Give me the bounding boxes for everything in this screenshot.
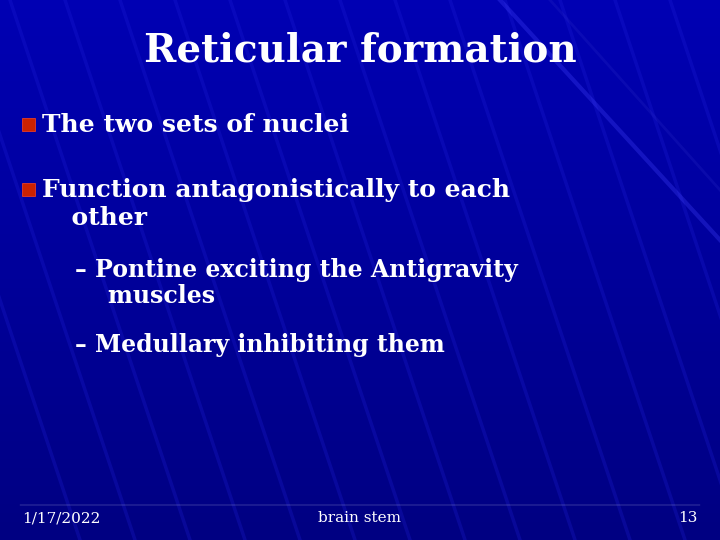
Bar	[0, 405, 720, 414]
Text: – Medullary inhibiting them: – Medullary inhibiting them	[75, 333, 445, 357]
Bar	[0, 459, 720, 468]
Bar	[0, 414, 720, 423]
Bar	[0, 360, 720, 369]
Text: – Pontine exciting the Antigravity: – Pontine exciting the Antigravity	[75, 258, 518, 282]
Bar	[0, 45, 720, 54]
Bar	[0, 9, 720, 18]
Bar	[0, 126, 720, 135]
Bar	[0, 90, 720, 99]
Bar	[0, 189, 720, 198]
Bar	[0, 378, 720, 387]
Bar	[0, 135, 720, 144]
Bar	[0, 63, 720, 72]
Bar	[0, 522, 720, 531]
Bar	[0, 270, 720, 279]
Bar	[0, 207, 720, 216]
Bar	[0, 261, 720, 270]
Bar	[0, 171, 720, 180]
Bar	[0, 450, 720, 459]
Bar	[0, 306, 720, 315]
Bar	[0, 153, 720, 162]
Bar	[0, 495, 720, 504]
Text: brain stem: brain stem	[318, 511, 402, 525]
Bar	[0, 0, 720, 9]
Bar	[0, 342, 720, 351]
Bar	[0, 531, 720, 540]
Text: 1/17/2022: 1/17/2022	[22, 511, 100, 525]
Bar	[0, 27, 720, 36]
FancyBboxPatch shape	[22, 183, 35, 195]
Bar	[0, 225, 720, 234]
Bar	[0, 198, 720, 207]
Bar	[0, 315, 720, 324]
Bar	[0, 252, 720, 261]
Bar	[0, 396, 720, 405]
Bar	[0, 72, 720, 81]
Text: Reticular formation: Reticular formation	[144, 31, 576, 69]
Bar	[0, 279, 720, 288]
Bar	[0, 288, 720, 297]
Text: Function antagonistically to each: Function antagonistically to each	[42, 178, 510, 202]
Bar	[0, 468, 720, 477]
Bar	[0, 108, 720, 117]
Bar	[0, 513, 720, 522]
Text: 13: 13	[679, 511, 698, 525]
Bar	[0, 162, 720, 171]
Bar	[0, 234, 720, 243]
Bar	[0, 486, 720, 495]
Bar	[0, 36, 720, 45]
Bar	[0, 432, 720, 441]
Text: other: other	[54, 206, 147, 230]
Bar	[0, 333, 720, 342]
Bar	[0, 297, 720, 306]
Bar	[0, 117, 720, 126]
Bar	[0, 504, 720, 513]
FancyBboxPatch shape	[22, 118, 35, 131]
Text: muscles: muscles	[75, 285, 215, 308]
Bar	[0, 54, 720, 63]
Bar	[0, 243, 720, 252]
Text: The two sets of nuclei: The two sets of nuclei	[42, 113, 349, 137]
Bar	[0, 324, 720, 333]
Bar	[0, 351, 720, 360]
Bar	[0, 144, 720, 153]
Bar	[0, 423, 720, 432]
Bar	[0, 216, 720, 225]
Bar	[0, 369, 720, 378]
Bar	[0, 81, 720, 90]
Bar	[0, 180, 720, 189]
Bar	[0, 99, 720, 108]
Bar	[0, 387, 720, 396]
Bar	[0, 441, 720, 450]
Bar	[0, 18, 720, 27]
Bar	[0, 477, 720, 486]
